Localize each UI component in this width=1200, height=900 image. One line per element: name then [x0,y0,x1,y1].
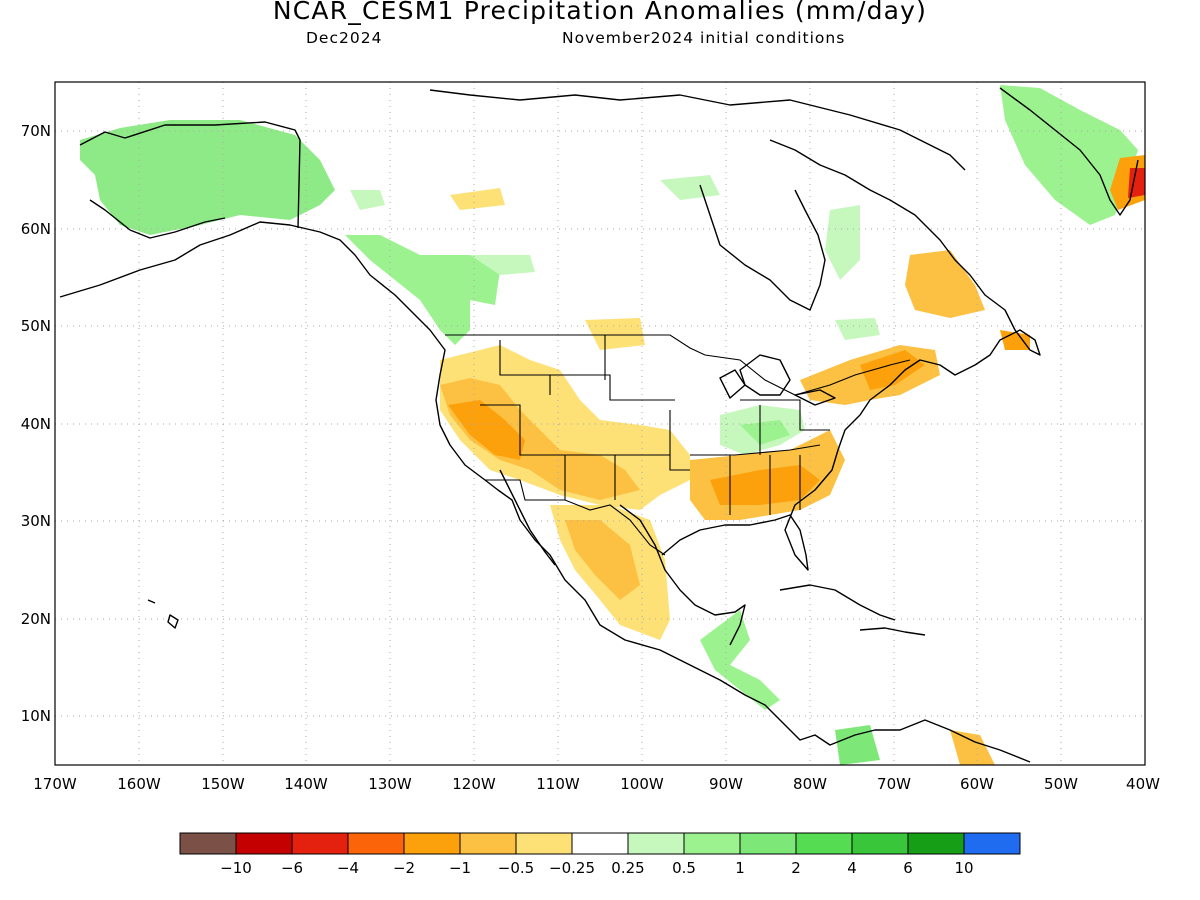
lat-label: 40N [21,415,51,433]
legend-label: −0.5 [498,859,534,877]
wet-anomaly-pacific-nw [345,235,500,345]
lon-label: 80W [793,775,827,793]
lon-label: 90W [709,775,743,793]
valid-month: Dec2024 [306,29,383,47]
legend-label: 2 [791,859,801,877]
legend-label: −0.25 [549,859,595,877]
legend-label: −2 [393,859,415,877]
legend-swatch [739,832,797,855]
lat-label: 70N [21,122,51,140]
lat-label: 30N [21,512,51,530]
lat-label: 50N [21,317,51,335]
dry-anomaly-southwest-core [448,400,525,460]
dry-anomaly-prairies [585,318,645,350]
legend-swatch [515,832,573,855]
legend-label: 6 [903,859,913,877]
anomaly-fields [80,85,1145,765]
legend-label: 0.5 [672,859,696,877]
map-frame [54,81,1146,766]
wet-anomaly-canada-light [470,255,535,275]
lon-label: 50W [1044,775,1078,793]
lon-label: 150W [201,775,245,793]
legend-label: 1 [735,859,745,877]
legend-swatch [627,832,685,855]
wet-anomaly-central-america [700,610,780,710]
wet-anomaly-alaska-light [350,190,385,210]
lon-label: 130W [368,775,412,793]
lat-label: 60N [21,220,51,238]
legend-swatch [179,832,237,855]
init-conditions: November2024 initial conditions [562,29,846,47]
lat-axis: 70N 60N 50N 40N 30N 20N 10N [21,122,51,725]
lon-label: 160W [117,775,161,793]
legend-label: 0.25 [611,859,644,877]
coastlines [59,87,1139,763]
legend-swatch [235,832,293,855]
wet-anomaly-hudson-light [660,175,720,200]
legend-swatch [795,832,853,855]
legend-swatch [683,832,741,855]
legend-swatch [291,832,349,855]
dry-anomaly-greenland-core [1128,168,1145,198]
wet-anomaly-alaska [80,120,335,235]
lon-label: 170W [33,775,77,793]
lon-label: 120W [452,775,496,793]
legend-swatch [403,832,461,855]
lon-label: 60W [960,775,994,793]
lon-label: 70W [877,775,911,793]
political-borders [445,334,911,556]
lon-label: 110W [536,775,580,793]
legend-label: −10 [220,859,252,877]
legend-swatch [963,832,1021,855]
legend-label: 10 [954,859,973,877]
legend-label: −6 [281,859,303,877]
lat-label: 20N [21,610,51,628]
wet-anomaly-greenland [1000,85,1138,225]
dry-anomaly-mexico-core [565,520,640,600]
lon-label: 140W [284,775,328,793]
wet-anomaly-colombia [835,725,880,765]
legend-swatch [907,832,965,855]
legend-label: 4 [847,859,857,877]
dry-anomaly-venezuela [950,730,995,765]
lon-label: 100W [620,775,664,793]
dry-anomaly-nunavut [450,188,505,210]
legend-swatch [571,832,629,855]
legend-label: −4 [337,859,359,877]
lat-label: 10N [21,707,51,725]
lon-axis: 170W 160W 150W 140W 130W 120W 110W 100W … [33,775,1160,793]
lon-label: 40W [1126,775,1160,793]
wet-anomaly-labrador-light [825,205,860,280]
legend-swatch [459,832,517,855]
dry-anomaly-quebec [905,250,985,318]
wet-anomaly-quebec-light [835,318,880,340]
color-legend: −10 −6 −4 −2 −1 −0.5 −0.25 0.25 0.5 1 2 … [179,832,1021,877]
legend-swatch [851,832,909,855]
dry-anomaly-us-west [440,345,690,510]
map-title: NCAR_CESM1 Precipitation Anomalies (mm/d… [272,0,928,25]
wet-anomaly-ohio-valley-core [740,420,790,445]
legend-label: −1 [449,859,471,877]
dry-anomaly-southeast-core [710,465,820,505]
dry-anomaly-newfoundland [1000,330,1030,350]
legend-swatch [347,832,405,855]
